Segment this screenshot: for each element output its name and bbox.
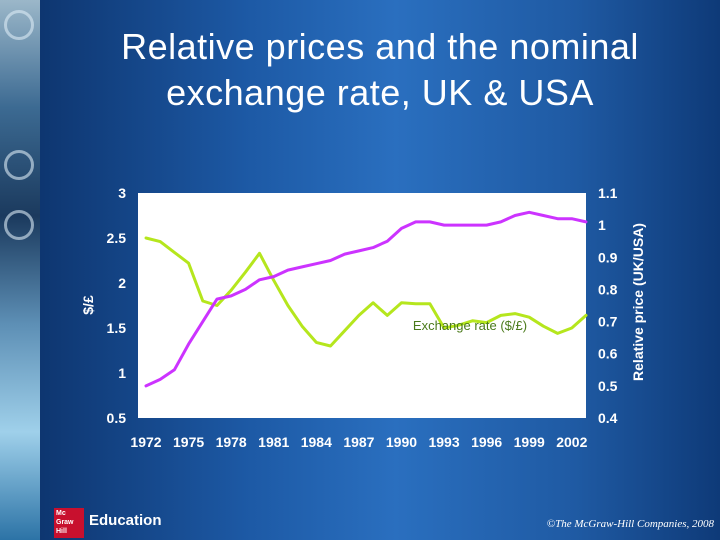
- x-tick-label: 1990: [386, 434, 417, 450]
- x-tick-label: 1999: [514, 434, 545, 450]
- right-tick-label: 0.5: [598, 378, 618, 394]
- right-tick-label: 0.9: [598, 249, 618, 265]
- left-tick-label: 1: [118, 365, 126, 381]
- x-tick-label: 1996: [471, 434, 502, 450]
- left-tick-label: 1.5: [107, 320, 127, 336]
- right-tick-label: 0.8: [598, 281, 618, 297]
- right-tick-label: 1: [598, 217, 606, 233]
- x-tick-label: 1978: [216, 434, 247, 450]
- series-layer: [144, 210, 588, 388]
- right-tick-label: 0.7: [598, 314, 618, 330]
- slide-title: Relative prices and the nominal exchange…: [40, 24, 720, 116]
- mcgraw-hill-logo: Mc Graw Hill: [54, 508, 84, 538]
- left-axis-label: $/£: [80, 295, 96, 315]
- slide-title-line1: Relative prices and the nominal: [121, 26, 639, 67]
- x-tick-label: 1993: [428, 434, 459, 450]
- right-tick-label: 1.1: [598, 185, 618, 201]
- left-tick-label: 2.5: [107, 230, 127, 246]
- relative-price-annotation-line2: (UK/USA): [483, 243, 544, 259]
- x-tick-label: 1975: [173, 434, 204, 450]
- x-tick-label: 1972: [130, 434, 161, 450]
- film-ring-decoration: [4, 150, 34, 180]
- left-tick-label: 2: [118, 275, 126, 291]
- right-axis: 0.4 0.5 0.6 0.7 0.8 0.9 1 1.1: [598, 185, 618, 426]
- exchange-rate-line: [144, 236, 588, 348]
- film-ring-decoration: [4, 10, 34, 40]
- decorative-left-strip: [0, 0, 40, 540]
- right-tick-label: 0.6: [598, 346, 618, 362]
- x-tick-label: 1984: [301, 434, 332, 450]
- right-axis-label: Relative price (UK/USA): [630, 223, 646, 381]
- logo-text: Mc Graw Hill: [56, 510, 74, 535]
- left-tick-label: 0.5: [107, 410, 127, 426]
- x-axis: 1972 1975 1978 1981 1984 1987 1990 1993 1996 1999…: [130, 434, 587, 450]
- x-tick-label: 2002: [556, 434, 587, 450]
- film-ring-decoration: [4, 210, 34, 240]
- logo-education-label: Education: [89, 512, 162, 529]
- exchange-rate-annotation: Exchange rate ($/£): [413, 318, 527, 333]
- slide-title-line2: exchange rate, UK & USA: [166, 72, 594, 113]
- relative-price-line: [144, 210, 588, 388]
- right-tick-label: 0.4: [598, 410, 618, 426]
- x-tick-label: 1987: [343, 434, 374, 450]
- relative-price-annotation-line1: Relative price: [486, 224, 571, 240]
- x-tick-label: 1981: [258, 434, 289, 450]
- left-axis: 0.5 1 1.5 2 2.5 3: [107, 185, 127, 426]
- copyright-notice: ©The McGraw-Hill Companies, 2008: [546, 518, 714, 530]
- left-tick-label: 3: [118, 185, 126, 201]
